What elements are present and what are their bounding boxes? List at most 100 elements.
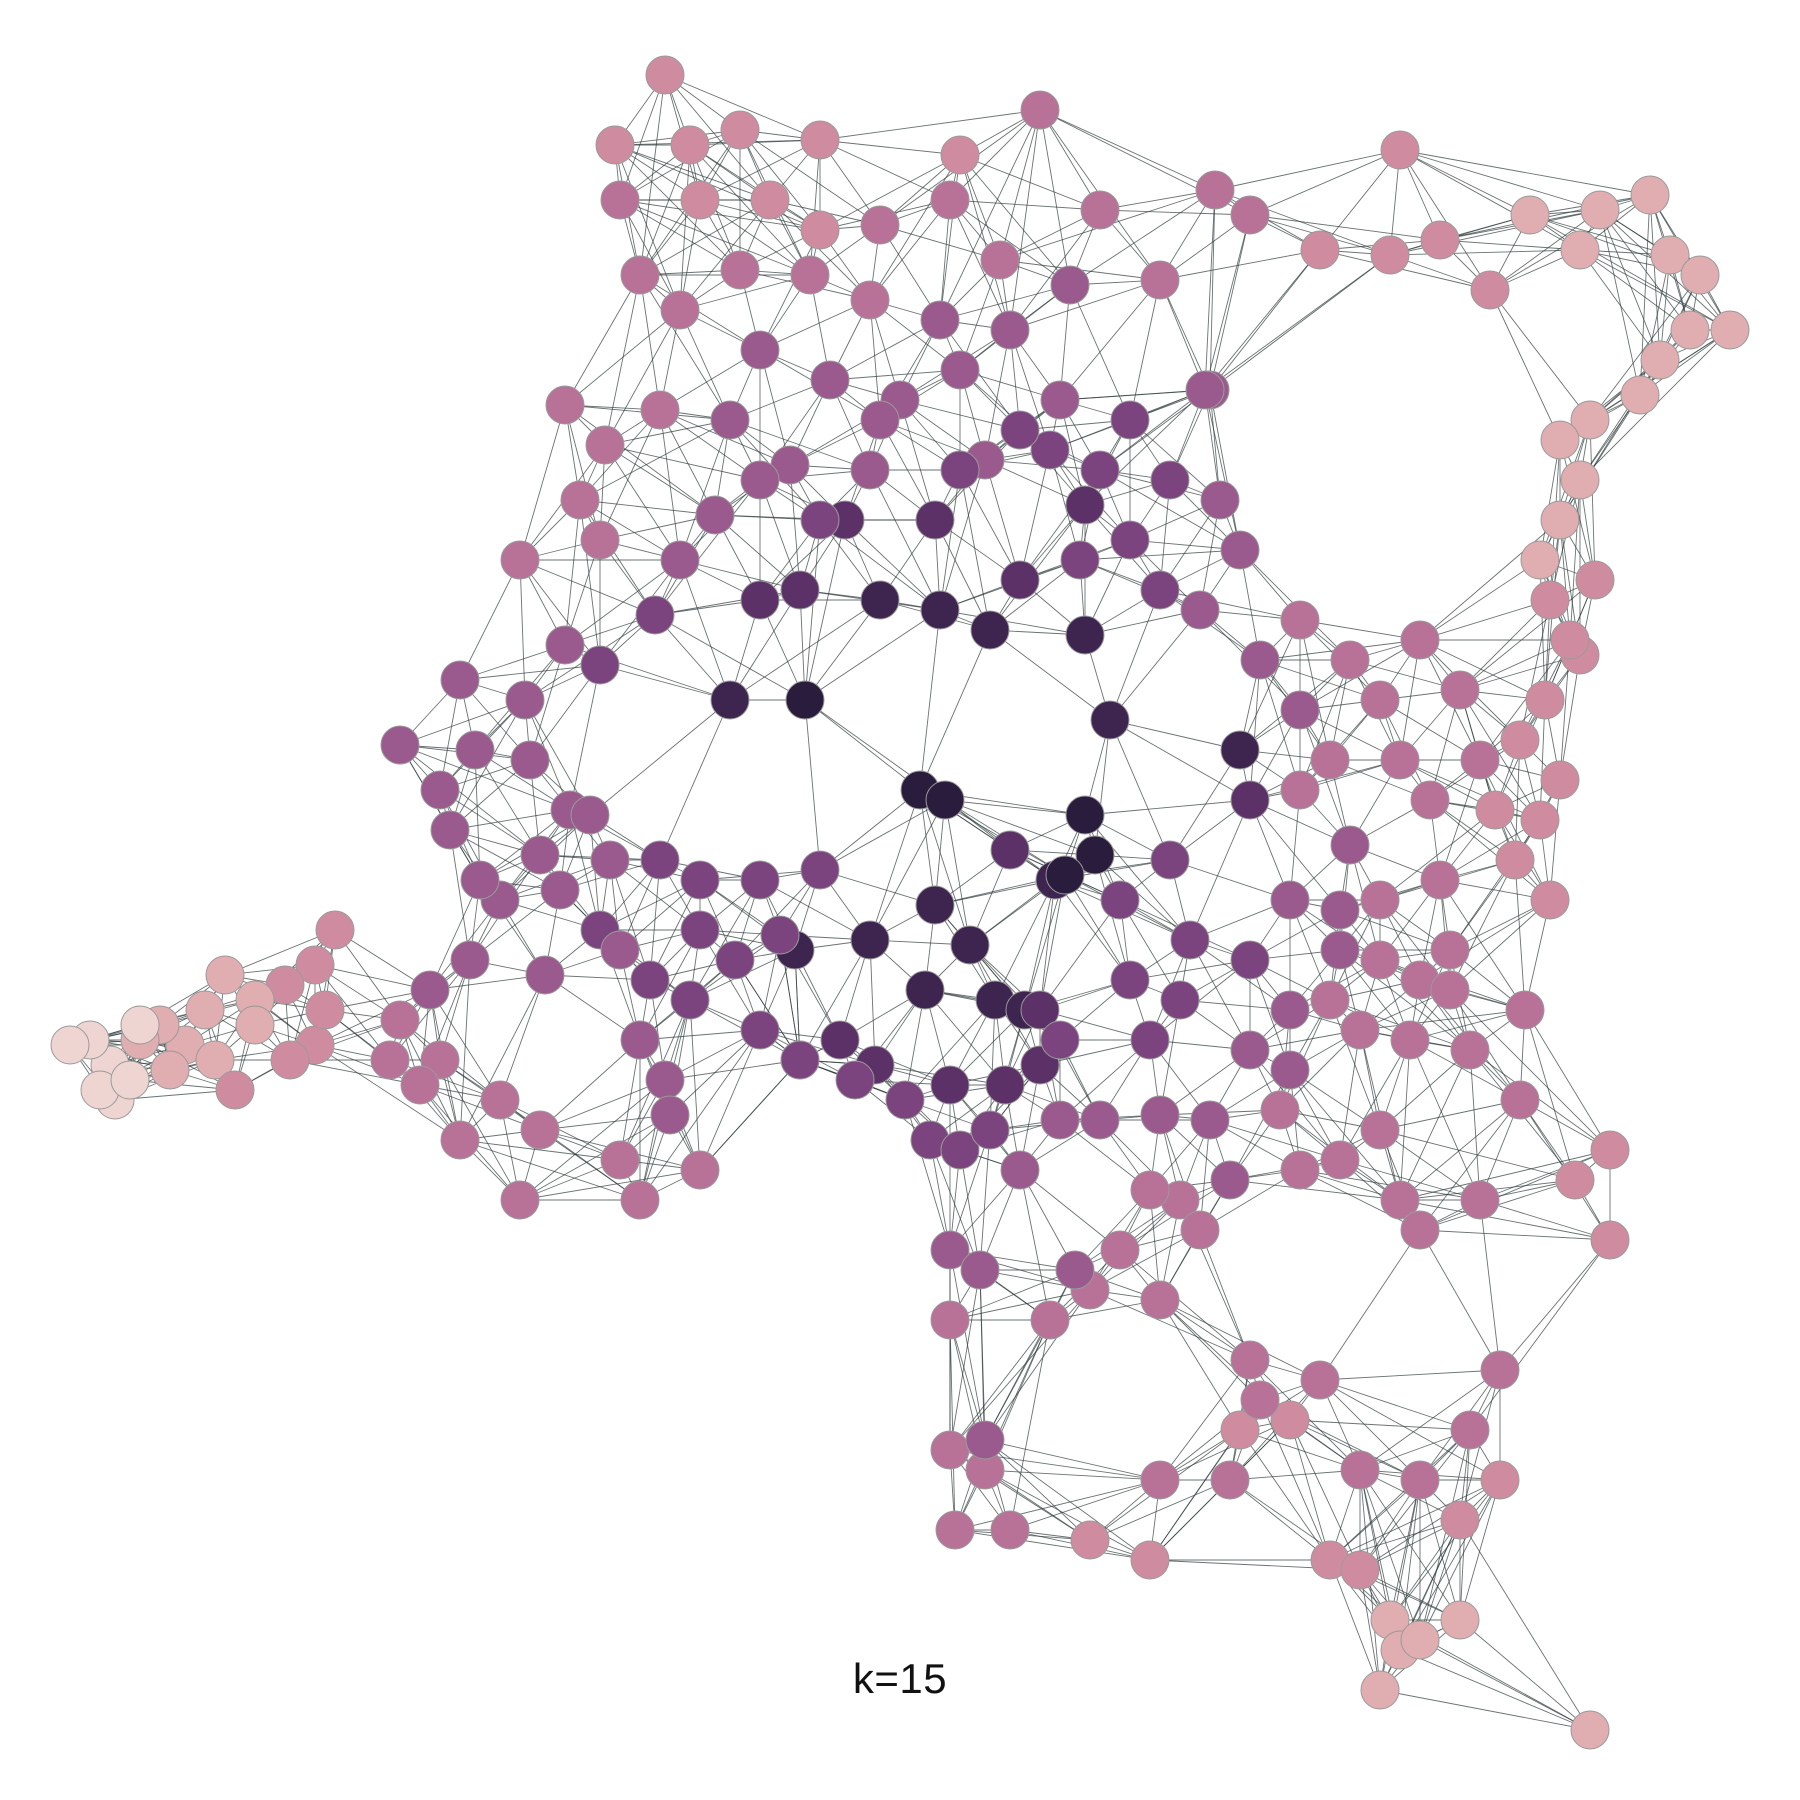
graph-edge <box>929 1139 981 1271</box>
graph-node <box>915 885 955 925</box>
graph-edge <box>1489 209 1601 291</box>
graph-edge <box>619 129 741 201</box>
graph-node <box>1080 450 1120 490</box>
graph-node <box>1210 1460 1250 1500</box>
graph-edge <box>1089 1289 1251 1361</box>
graph-edge <box>1419 1639 1591 1731</box>
graph-node <box>740 1010 780 1050</box>
graph-edge <box>804 699 921 791</box>
graph-node <box>715 940 755 980</box>
graph-node <box>1520 540 1560 580</box>
graph-node <box>1220 730 1260 770</box>
graph-edge <box>1059 1039 1151 1121</box>
graph-edge <box>1539 699 1546 821</box>
graph-edge <box>1159 1299 1261 1401</box>
graph-edge <box>1229 1069 1291 1181</box>
graph-edge <box>1229 1469 1361 1481</box>
graph-node <box>920 300 960 340</box>
graph-edge <box>939 459 986 611</box>
graph-node <box>1525 680 1565 720</box>
graph-edge <box>1469 1239 1611 1431</box>
graph-edge <box>654 479 761 616</box>
graph-node <box>850 280 890 320</box>
graph-edge <box>1009 279 1161 331</box>
graph-node <box>670 980 710 1020</box>
graph-node <box>1070 1520 1110 1560</box>
graph-edge <box>1489 289 1591 421</box>
graph-edge <box>1409 1039 1521 1101</box>
graph-edge <box>679 419 731 561</box>
graph-node <box>1160 980 1200 1020</box>
graph-node <box>1530 580 1570 620</box>
graph-edge <box>959 469 1021 581</box>
graph-edge <box>984 1269 1076 1441</box>
graph-edge <box>1249 659 1261 801</box>
graph-edge <box>739 129 881 226</box>
graph-node <box>990 830 1030 870</box>
graph-edge <box>604 444 681 561</box>
graph-edge <box>614 144 741 271</box>
graph-node <box>600 1140 640 1180</box>
graph-edge <box>1469 1049 1481 1201</box>
graph-node <box>915 500 955 540</box>
graph-edge <box>1399 149 1651 196</box>
graph-node <box>600 930 640 970</box>
graph-node <box>380 1000 420 1040</box>
graph-edge <box>389 1059 501 1101</box>
graph-edge <box>1249 799 1341 911</box>
graph-node <box>1450 1410 1490 1450</box>
graph-edge <box>984 1289 1091 1441</box>
graph-node <box>640 840 680 880</box>
graph-node <box>780 570 820 610</box>
graph-edge <box>604 274 641 446</box>
graph-edge <box>1439 879 1526 1011</box>
graph-edge <box>619 199 741 271</box>
graph-node <box>1460 1180 1500 1220</box>
graph-edge <box>459 559 521 681</box>
graph-edge <box>939 469 961 611</box>
graph-node <box>1185 370 1225 410</box>
graph-node <box>1300 230 1340 270</box>
graph-node <box>1380 130 1420 170</box>
graph-edge <box>1119 1249 1251 1361</box>
graph-edge <box>1649 194 1661 361</box>
graph-edge <box>944 799 1086 816</box>
graph-edge <box>619 1039 641 1161</box>
graph-edge <box>1449 989 1611 1151</box>
graph-edge <box>1479 639 1571 761</box>
graph-edge <box>1249 149 1401 216</box>
graph-edge <box>679 199 771 311</box>
graph-node <box>1500 1080 1540 1120</box>
graph-node <box>980 240 1020 280</box>
graph-edge <box>314 989 431 1046</box>
graph-node <box>1540 500 1580 540</box>
graph-node <box>1050 265 1090 305</box>
graph-edge <box>654 614 806 701</box>
graph-edge <box>1599 209 1641 396</box>
graph-node <box>1400 620 1440 660</box>
graph-edge <box>1579 249 1731 331</box>
graph-edge <box>919 629 991 791</box>
graph-node <box>1280 1150 1320 1190</box>
graph-edge <box>1599 209 1691 331</box>
graph-edge <box>949 1249 986 1441</box>
graph-edge <box>599 664 731 701</box>
graph-node <box>925 780 965 820</box>
graph-edge <box>564 559 681 646</box>
graph-node <box>185 990 225 1030</box>
graph-node <box>645 1060 685 1100</box>
graph-edge <box>924 989 1006 1086</box>
graph-edge <box>789 464 801 591</box>
graph-edge <box>1419 519 1561 641</box>
graph-node <box>935 1510 975 1550</box>
graph-node <box>620 1180 660 1220</box>
graph-edge <box>869 789 921 941</box>
graph-edge <box>944 799 971 946</box>
graph-node <box>1640 340 1680 380</box>
graph-node <box>1450 1030 1490 1070</box>
graph-edge <box>1129 279 1161 421</box>
graph-node <box>860 580 900 620</box>
graph-edge <box>759 229 821 351</box>
graph-edge <box>984 459 1021 581</box>
graph-edge <box>804 609 941 701</box>
